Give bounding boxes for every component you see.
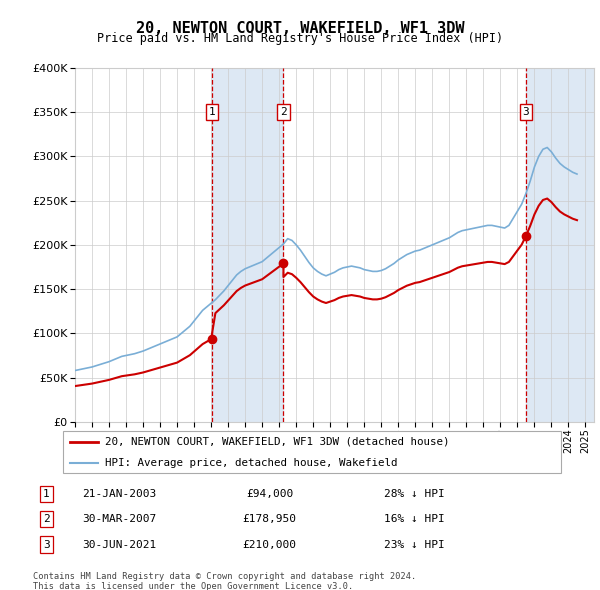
Text: £210,000: £210,000 <box>242 539 296 549</box>
Text: 30-JUN-2021: 30-JUN-2021 <box>82 539 156 549</box>
Text: 20, NEWTON COURT, WAKEFIELD, WF1 3DW (detached house): 20, NEWTON COURT, WAKEFIELD, WF1 3DW (de… <box>106 437 450 447</box>
Text: 16% ↓ HPI: 16% ↓ HPI <box>384 514 445 524</box>
Text: 21-JAN-2003: 21-JAN-2003 <box>82 489 156 499</box>
Text: £94,000: £94,000 <box>246 489 293 499</box>
Text: 1: 1 <box>209 107 215 117</box>
Text: 30-MAR-2007: 30-MAR-2007 <box>82 514 156 524</box>
Text: 28% ↓ HPI: 28% ↓ HPI <box>384 489 445 499</box>
Text: 23% ↓ HPI: 23% ↓ HPI <box>384 539 445 549</box>
Text: Contains HM Land Registry data © Crown copyright and database right 2024.: Contains HM Land Registry data © Crown c… <box>33 572 416 581</box>
Text: Price paid vs. HM Land Registry's House Price Index (HPI): Price paid vs. HM Land Registry's House … <box>97 32 503 45</box>
Text: This data is licensed under the Open Government Licence v3.0.: This data is licensed under the Open Gov… <box>33 582 353 590</box>
Text: HPI: Average price, detached house, Wakefield: HPI: Average price, detached house, Wake… <box>106 458 398 468</box>
Text: 1: 1 <box>43 489 50 499</box>
FancyBboxPatch shape <box>62 431 562 473</box>
Text: 2: 2 <box>43 514 50 524</box>
Text: 2: 2 <box>280 107 287 117</box>
Bar <box>526 68 594 422</box>
Text: 3: 3 <box>43 539 50 549</box>
Text: 3: 3 <box>523 107 529 117</box>
Text: £178,950: £178,950 <box>242 514 296 524</box>
Text: 20, NEWTON COURT, WAKEFIELD, WF1 3DW: 20, NEWTON COURT, WAKEFIELD, WF1 3DW <box>136 21 464 35</box>
Bar <box>212 68 283 422</box>
